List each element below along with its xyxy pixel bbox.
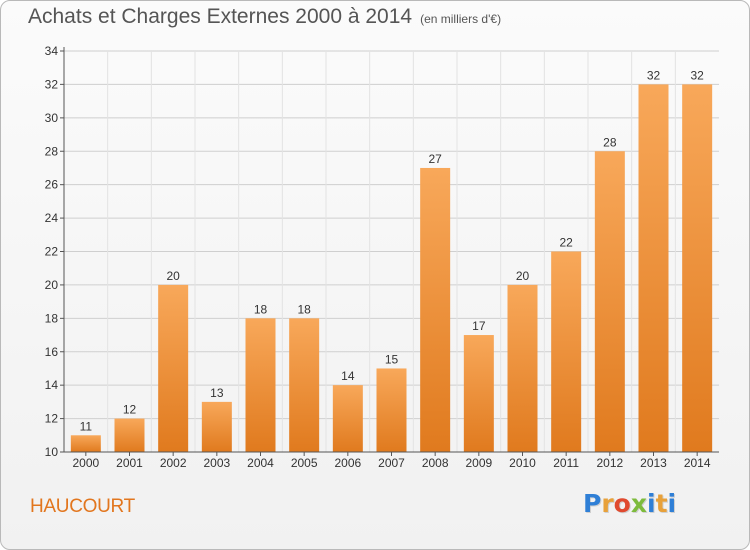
data-label: 14 <box>341 369 355 383</box>
y-tick-label: 16 <box>45 345 59 359</box>
data-label: 12 <box>123 403 137 417</box>
y-tick-label: 28 <box>45 144 59 158</box>
bar-2014 <box>682 84 713 453</box>
bar-2003 <box>201 401 232 452</box>
x-tick-label: 2001 <box>116 456 143 470</box>
data-label: 20 <box>166 269 180 283</box>
data-label: 27 <box>428 152 442 166</box>
x-tick-label: 2009 <box>465 456 492 470</box>
bar-2000 <box>70 435 101 452</box>
bar-2012 <box>594 151 625 452</box>
x-tick-label: 2005 <box>291 456 318 470</box>
logo-letter: t <box>655 489 668 518</box>
data-label: 15 <box>385 352 399 366</box>
bar-2001 <box>114 418 145 452</box>
logo-letter: i <box>667 489 677 518</box>
data-label: 18 <box>297 302 311 316</box>
x-tick-label: 2010 <box>509 456 536 470</box>
logo-letter: r <box>601 489 614 518</box>
x-tick-label: 2003 <box>203 456 230 470</box>
logo-letter: P <box>583 489 602 518</box>
data-label: 18 <box>254 302 268 316</box>
data-label: 20 <box>516 269 530 283</box>
x-tick-label: 2008 <box>422 456 449 470</box>
y-tick-label: 26 <box>45 178 59 192</box>
bars <box>70 84 713 453</box>
bar-2011 <box>551 251 582 452</box>
data-label: 17 <box>472 319 486 333</box>
axes <box>60 47 719 456</box>
y-tick-label: 12 <box>45 412 59 426</box>
x-tick-label: 2014 <box>684 456 711 470</box>
bar-2008 <box>420 167 451 453</box>
bar-2005 <box>289 318 320 452</box>
y-tick-label: 24 <box>45 211 59 225</box>
y-tick-label: 32 <box>45 77 59 91</box>
x-tick-label: 2002 <box>160 456 187 470</box>
chart-subtitle: (en milliers d'€) <box>420 12 502 26</box>
data-label: 32 <box>647 68 661 82</box>
logo-letter: o <box>613 489 631 518</box>
data-label: 32 <box>690 68 704 82</box>
x-tick-label: 2013 <box>640 456 667 470</box>
y-tick-label: 34 <box>45 44 59 58</box>
commune-name: HAUCOURT <box>30 496 135 517</box>
y-tick-label: 22 <box>45 245 59 259</box>
bar-2009 <box>463 335 494 452</box>
y-tick-label: 30 <box>45 111 59 125</box>
x-tick-label: 2007 <box>378 456 405 470</box>
y-tick-label: 14 <box>45 378 59 392</box>
y-tick-label: 18 <box>45 311 59 325</box>
data-label: 22 <box>559 236 573 250</box>
bar-2007 <box>376 368 407 452</box>
data-label: 28 <box>603 135 617 149</box>
proxiti-logo: Proxiti <box>583 489 676 518</box>
x-tick-label: 2012 <box>596 456 623 470</box>
data-label: 13 <box>210 386 224 400</box>
bar-2013 <box>638 84 669 453</box>
bar-2002 <box>158 284 189 452</box>
data-label: 11 <box>80 419 93 433</box>
labels: 10 12 14 16 18 20 22 24 26 28 30 32 34 11 2000 12 2001 20… <box>45 44 711 470</box>
logo-letter: i <box>647 489 656 518</box>
x-tick-label: 2011 <box>553 456 579 470</box>
y-tick-label: 10 <box>45 445 59 459</box>
x-tick-label: 2006 <box>334 456 361 470</box>
chart-title: Achats et Charges Externes 2000 à 2014 <box>28 5 413 28</box>
bar-2006 <box>332 385 363 452</box>
logo-letter: x <box>630 489 647 518</box>
x-tick-label: 2004 <box>247 456 274 470</box>
bar-2010 <box>507 284 538 452</box>
x-tick-label: 2000 <box>72 456 99 470</box>
title-row: Achats et Charges Externes 2000 à 2014 (e… <box>28 5 501 29</box>
y-tick-label: 20 <box>45 278 59 292</box>
bar-2004 <box>245 318 276 452</box>
